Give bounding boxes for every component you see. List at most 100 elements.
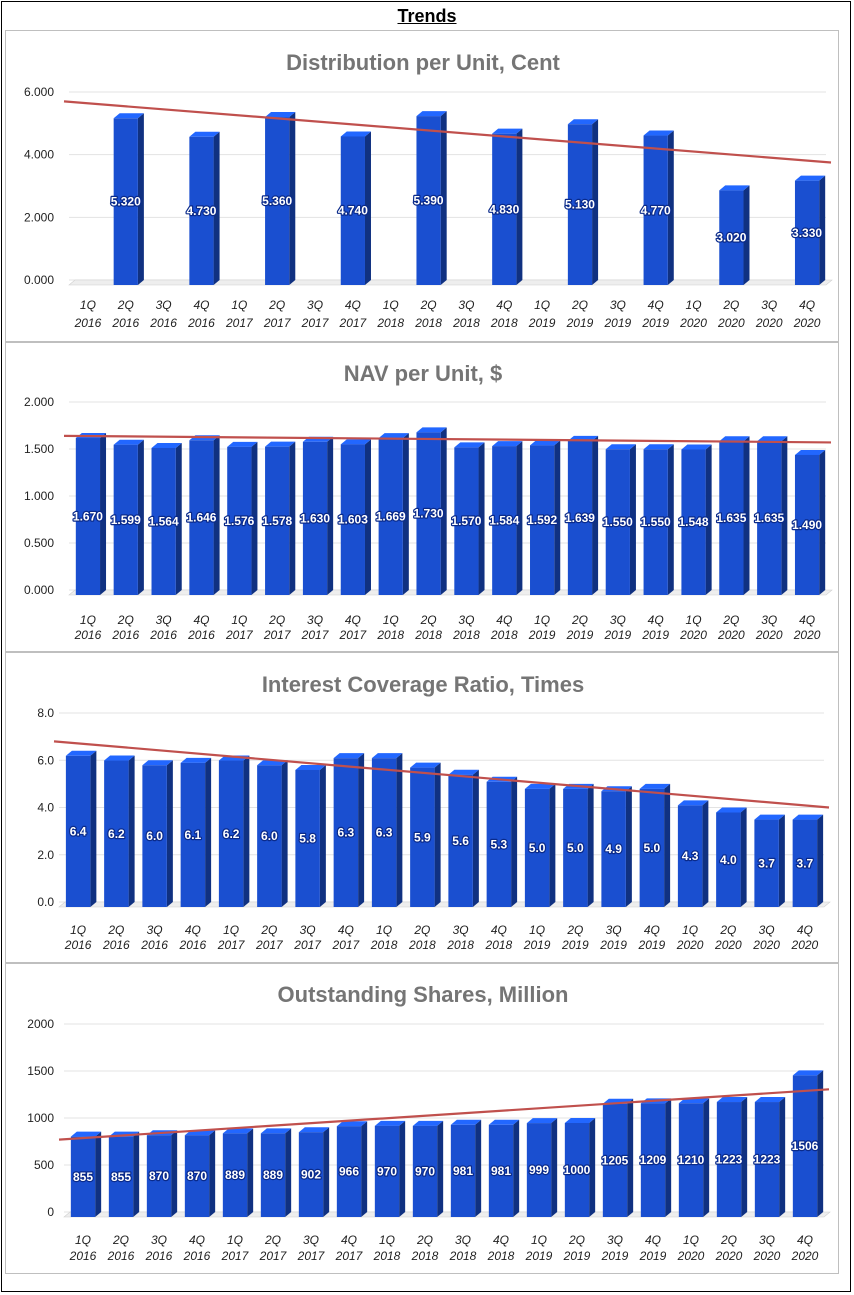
bar-side (667, 130, 674, 285)
y-tick-label: 4.000 (24, 148, 54, 162)
bar-top (416, 111, 447, 117)
bar-side (364, 439, 371, 595)
bar-front (492, 446, 517, 595)
bar (716, 807, 747, 907)
bar-top (180, 757, 212, 763)
bar-front (184, 1135, 210, 1217)
x-tick-label: 2016 (107, 1249, 135, 1263)
bar (486, 776, 518, 907)
x-tick-label: 3Q (303, 1233, 319, 1247)
y-tick-label: 0.500 (24, 536, 54, 550)
bar-front (754, 819, 779, 907)
x-tick-label: 4Q (189, 1233, 205, 1247)
bar (184, 1130, 216, 1217)
x-tick-label: 2016 (149, 316, 177, 330)
bar-side (551, 1118, 558, 1217)
chart-floor (58, 901, 831, 908)
bar (416, 111, 447, 285)
x-tick-label: 3Q (147, 923, 163, 937)
data-label: 6.1 (185, 828, 202, 842)
bar-front (754, 1102, 780, 1217)
bar (340, 131, 371, 285)
bar-side (281, 760, 288, 907)
bar-side (364, 131, 371, 285)
bar-side (703, 1098, 710, 1217)
x-tick-label: 1Q (70, 923, 86, 937)
bar-side (128, 755, 135, 907)
x-tick-label: 2020 (791, 938, 819, 952)
bar-front (416, 116, 441, 285)
x-tick-label: 2019 (603, 628, 631, 642)
x-tick-label: 2019 (601, 1249, 629, 1263)
bar-top (639, 783, 671, 789)
bar (754, 1097, 786, 1217)
x-tick-label: 2018 (446, 938, 474, 952)
bar-side (361, 1121, 368, 1217)
data-label: 855 (73, 1170, 93, 1184)
data-label: 3.020 (716, 231, 746, 245)
x-tick-label: 2016 (140, 938, 168, 952)
y-tick-label: 2.000 (24, 395, 54, 409)
bar-top (227, 441, 258, 447)
bar-top (643, 130, 674, 136)
y-tick-label: 1500 (27, 1064, 54, 1078)
bar (488, 1119, 520, 1217)
bar-top (260, 1128, 292, 1134)
bar-top (754, 814, 785, 820)
x-tick-label: 2017 (217, 938, 246, 952)
data-label: 1.646 (186, 511, 216, 525)
bar-front (222, 1133, 248, 1217)
x-tick-label: 1Q (75, 1233, 91, 1247)
y-tick-label: 0.0 (37, 895, 54, 909)
data-label: 6.2 (223, 827, 240, 841)
x-tick-label: 2017 (293, 938, 322, 952)
bar-side (625, 786, 632, 907)
x-tick-label: 2016 (64, 938, 92, 952)
bar (412, 1120, 444, 1217)
bar-top (530, 440, 561, 446)
bar (104, 755, 135, 907)
x-tick-label: 4Q (345, 298, 361, 312)
bar-top (371, 753, 403, 759)
bar-front (378, 438, 403, 595)
x-tick-label: 1Q (686, 613, 702, 627)
bar (302, 436, 334, 595)
bar-top (794, 175, 826, 181)
x-tick-label: 3Q (610, 613, 626, 627)
bar-top (492, 441, 523, 447)
data-label: 5.9 (414, 830, 431, 844)
bar (601, 786, 632, 907)
data-label: 1000 (564, 1163, 591, 1177)
bar-front (218, 760, 244, 907)
bar-front (792, 1075, 818, 1217)
bar-front (564, 1123, 590, 1217)
x-tick-label: 3Q (759, 923, 775, 937)
x-tick-label: 2020 (717, 628, 745, 642)
bar (492, 128, 523, 285)
bar-side (323, 1127, 330, 1217)
x-tick-label: 2017 (263, 628, 292, 642)
x-tick-label: 4Q (491, 923, 507, 937)
data-label: 4.730 (186, 204, 216, 218)
bar (564, 1118, 596, 1217)
x-tick-label: 2018 (490, 628, 518, 642)
data-label: 3.330 (792, 226, 822, 240)
x-tick-label: 4Q (193, 298, 209, 312)
bar-side (90, 750, 97, 907)
x-tick-label: 2Q (413, 923, 430, 937)
x-tick-label: 2018 (452, 628, 480, 642)
bar-front (640, 1103, 666, 1217)
data-label: 6.0 (146, 829, 163, 843)
x-tick-label: 2Q (117, 298, 134, 312)
bar-side (437, 1120, 444, 1217)
bar-front (416, 432, 441, 595)
data-label: 1.669 (376, 510, 406, 524)
bar-side (137, 439, 144, 595)
x-tick-label: 2019 (641, 316, 669, 330)
x-tick-label: 4Q (185, 923, 201, 937)
bar-front (257, 765, 282, 907)
bar-top (378, 433, 409, 439)
data-label: 1.592 (527, 513, 557, 527)
bar-top (716, 807, 747, 813)
bar (757, 436, 788, 595)
